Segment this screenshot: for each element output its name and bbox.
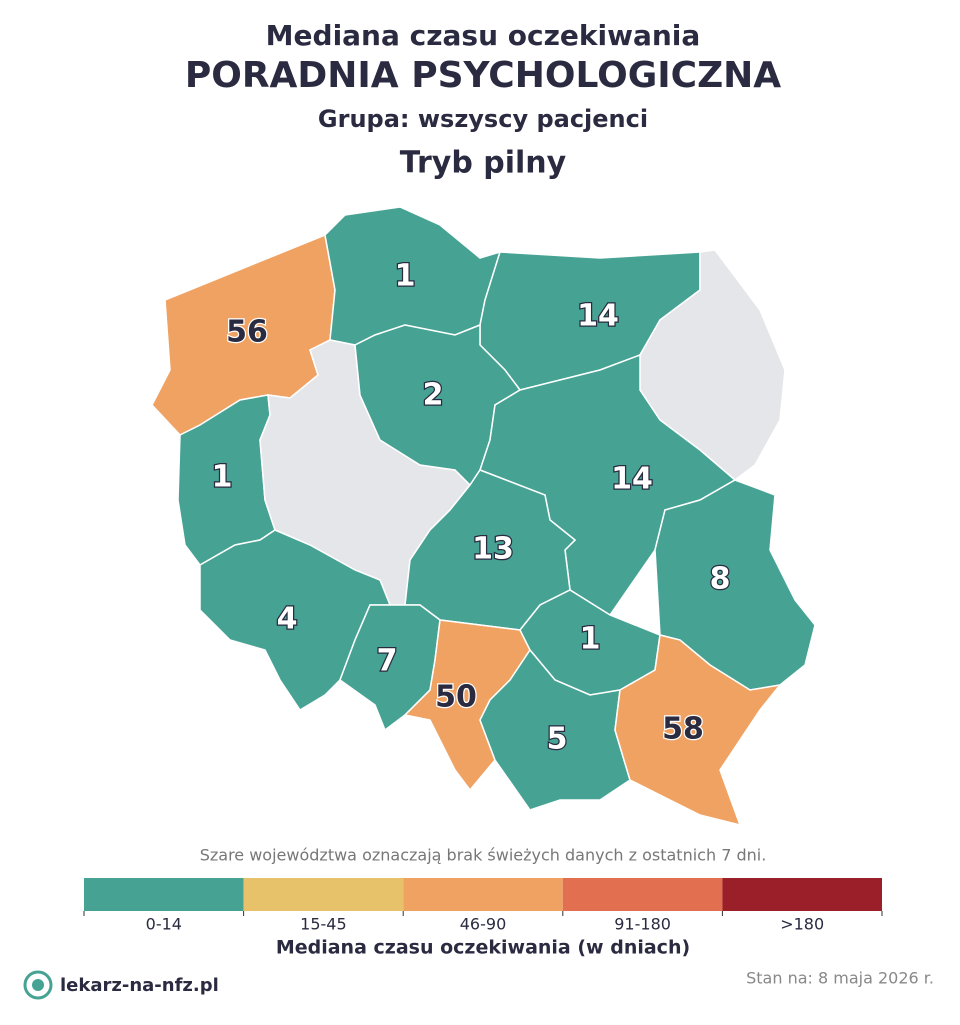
brand-icon-dot [32,979,44,991]
region-value: 4 [277,602,298,637]
region [614,634,782,827]
region-value: 13 [472,532,514,567]
group: Grupa: wszyscy pacjenci [318,105,648,133]
region-value: 14 [577,299,619,334]
subtitle: PORADNIA PSYCHOLOGICZNA [185,55,781,96]
legend-label: 0-14 [146,915,182,934]
legend-label: 46-90 [460,915,507,934]
region-value: 8 [710,562,731,597]
region-value: 56 [226,315,268,350]
region [479,648,631,811]
note: Szare województwa oznaczają brak świeżyc… [200,846,767,865]
region-value: 58 [662,712,704,747]
legend-swatch [403,878,563,911]
legend-swatch [562,878,723,911]
legend-swatch [722,878,882,911]
region-value: 7 [377,644,398,679]
region-value: 1 [580,622,601,657]
region-value: 1 [395,259,416,294]
map: 56 1 14 1 2 14 13 8 4 7 50 1 5 58 [151,206,816,827]
legend-label: 15-45 [300,915,347,934]
region-value: 5 [547,722,568,757]
region-value: 2 [423,378,444,413]
region-value: 14 [611,462,653,497]
title: Mediana czasu oczekiwania [266,19,701,52]
legend-swatch [243,878,404,911]
region-value: 1 [212,460,233,495]
legend: 0-14 15-45 46-90 91-180 >180 [83,878,883,934]
date: Stan na: 8 maja 2026 r. [746,969,934,988]
legend-title: Mediana czasu oczekiwania (w dniach) [276,937,690,959]
brand-icon [23,970,53,1000]
legend-swatch [84,878,244,911]
legend-label: >180 [780,915,824,934]
region-value: 50 [435,680,477,715]
legend-label: 91-180 [614,915,671,934]
mode: Tryb pilny [400,146,567,181]
brand[interactable]: lekarz-na-nfz.pl [60,975,219,996]
